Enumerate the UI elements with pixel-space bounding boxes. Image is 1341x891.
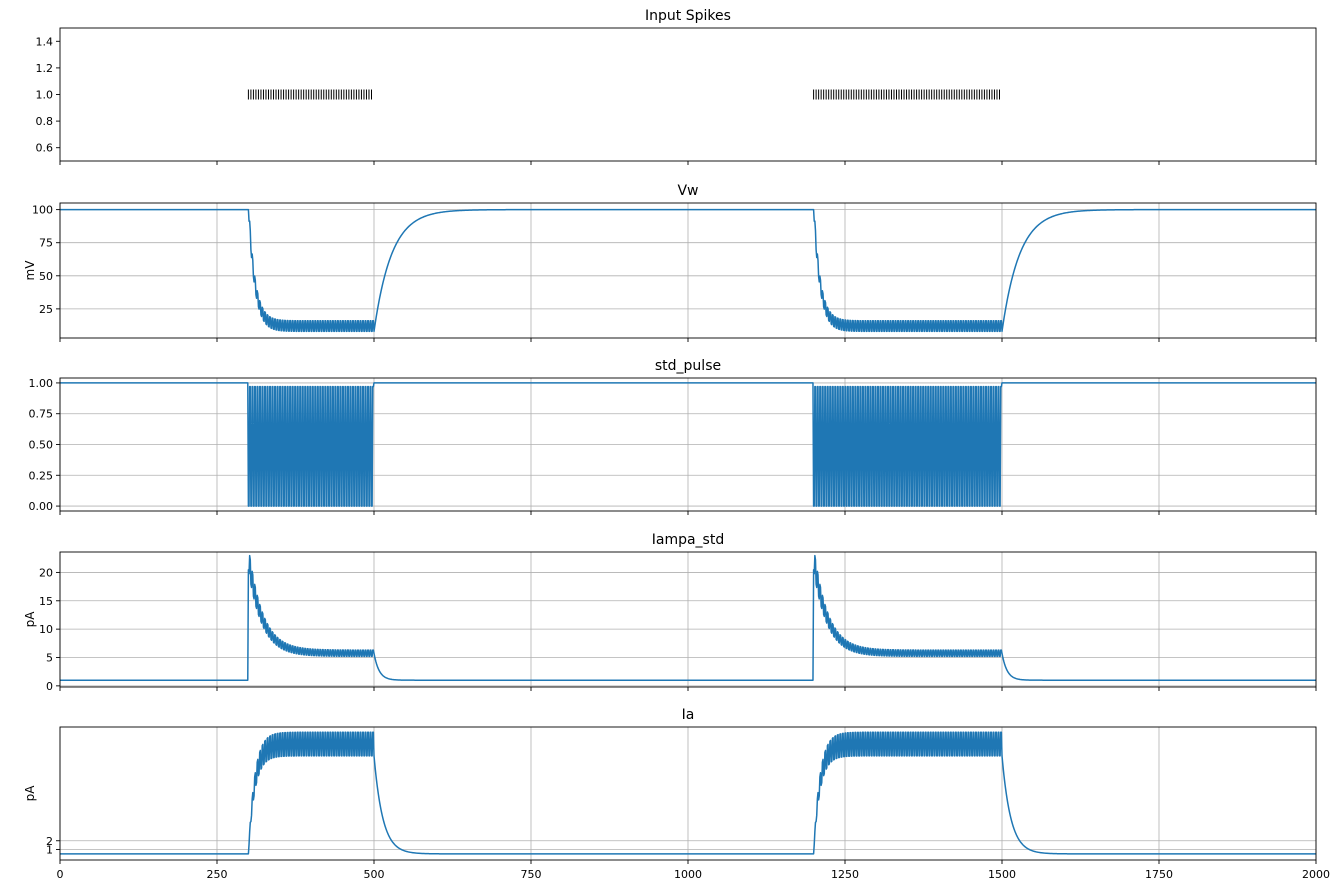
y-tick-label: 10 — [39, 623, 53, 636]
series-line — [59, 208, 1317, 333]
panel-title: Vw — [677, 183, 698, 199]
panel-title: Ia — [682, 707, 695, 723]
y-axis-label: pA — [23, 785, 37, 802]
panel-title: Iampa_std — [652, 532, 724, 548]
y-axis-label: mV — [23, 260, 37, 281]
y-tick-label: 2 — [46, 835, 53, 848]
series-line — [59, 731, 1317, 855]
panel-title: std_pulse — [655, 358, 721, 374]
y-tick-label: 5 — [46, 652, 53, 665]
y-tick-label: 50 — [39, 270, 53, 283]
y-tick-label: 1.4 — [36, 35, 54, 48]
y-tick-label: 1.2 — [36, 62, 54, 75]
panel-2: 25 50 75 100 Vw mV — [23, 183, 1317, 342]
series-line — [59, 382, 1317, 507]
x-tick-label: 1000 — [674, 868, 702, 881]
y-tick-label: 1.00 — [29, 377, 54, 390]
y-tick-label: 75 — [39, 237, 53, 250]
y-tick-label: 100 — [32, 204, 53, 217]
y-tick-label: 0.75 — [29, 408, 54, 421]
y-axis-label: pA — [23, 611, 37, 628]
y-tick-label: 15 — [39, 595, 53, 608]
y-tick-label: 1.0 — [36, 89, 54, 102]
y-tick-label: 0.25 — [29, 469, 54, 482]
x-tick-label: 500 — [364, 868, 385, 881]
y-tick-label: 0.8 — [36, 115, 54, 128]
x-tick-label: 1250 — [831, 868, 859, 881]
y-tick-label: 0.6 — [36, 142, 54, 155]
y-tick-label: 1 — [46, 844, 53, 857]
panel-4: 0 5 10 15 20 Iampa_std pA — [23, 532, 1317, 693]
panel-title: Input Spikes — [645, 8, 731, 24]
x-tick-label: 0 — [57, 868, 64, 881]
x-tick-label: 250 — [207, 868, 228, 881]
y-tick-label: 0.50 — [29, 439, 54, 452]
y-tick-label: 0.00 — [29, 500, 54, 513]
panel-1: 0.6 0.8 1.0 1.2 1.4 Input Spikes — [36, 8, 1317, 165]
x-tick-label: 1750 — [1145, 868, 1173, 881]
x-tick-label: 750 — [521, 868, 542, 881]
panel-3: 0.00 0.25 0.50 0.75 1.00 std_pulse — [29, 358, 1317, 515]
y-tick-label: 25 — [39, 303, 53, 316]
x-tick-label: 2000 — [1302, 868, 1330, 881]
y-tick-label: 0 — [46, 680, 53, 693]
panel-5: 12 0 250 500 750 1000 1250 1500 1750 2000 Ia pA — [23, 707, 1330, 881]
series-line — [59, 554, 1317, 681]
x-tick-label: 1500 — [988, 868, 1016, 881]
y-tick-label: 20 — [39, 566, 53, 579]
